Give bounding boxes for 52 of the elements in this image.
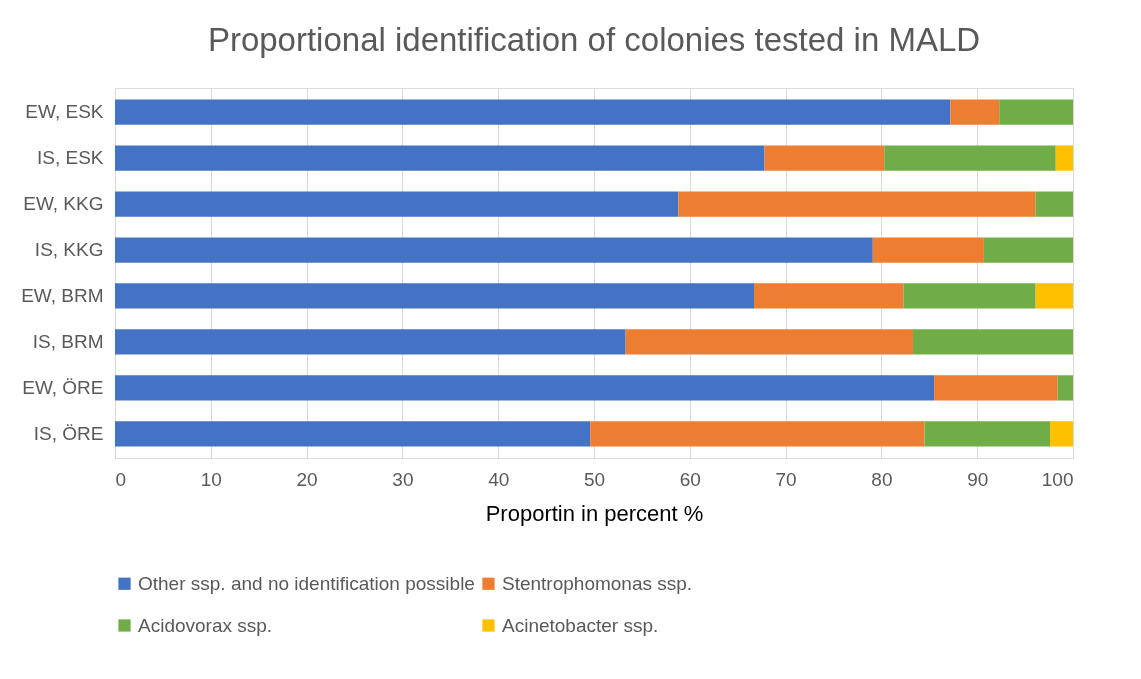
bar [924,421,1051,447]
bar [115,421,591,447]
legend-label: Acidovorax ssp. [138,614,273,636]
bar [1050,421,1073,447]
x-tick-label: 100 [1041,468,1074,490]
bar [115,283,754,309]
bar [1057,375,1073,401]
bar [884,145,1056,171]
bar [1035,283,1073,309]
x-tick-label: 30 [392,468,414,490]
bar [913,329,1073,355]
y-tick-label: EW, BRM [21,284,104,306]
bar [872,237,984,263]
bar [903,283,1036,309]
legend-label: Stentrophomonas ssp. [502,572,693,594]
bar [678,191,1036,217]
y-tick-label: EW, KKG [23,193,104,215]
x-tick-label: 0 [115,468,127,490]
legend-label: Other ssp. and no identification possible [138,572,475,594]
chart-title: Proportional identification of colonies tested in MALD [207,21,981,58]
x-tick-label: 90 [967,468,989,490]
x-tick-label: 70 [775,468,797,490]
y-tick-label: EW, ESK [25,101,104,123]
bar [1055,145,1073,171]
y-tick-label: EW, ÖRE [22,376,104,398]
bar [950,99,1000,125]
bar [1035,191,1073,217]
bar [999,99,1073,125]
x-tick-label: 40 [488,468,510,490]
y-tick-label: IS, BRM [32,330,104,352]
bar [590,421,925,447]
bar [983,237,1073,263]
bar [115,145,765,171]
x-tick-label: 50 [583,468,606,490]
x-tick-label: 80 [871,468,893,490]
bar [115,329,626,355]
y-tick-label: IS, ESK [36,147,104,169]
y-tick-label: IS, KKG [34,239,104,261]
bar [625,329,914,355]
x-tick-label: 10 [200,468,222,490]
bar [115,375,935,401]
bar [115,99,951,125]
x-tick-label: 60 [679,468,701,490]
x-axis-title: Proportin in percent % [485,500,704,526]
bar [764,145,885,171]
bar [115,191,679,217]
y-tick-label: IS, ÖRE [33,422,104,444]
bar [934,375,1058,401]
legend-label: Acinetobacter ssp. [502,614,659,636]
bar [753,283,904,309]
bar [115,237,873,263]
x-tick-label: 20 [296,468,318,490]
